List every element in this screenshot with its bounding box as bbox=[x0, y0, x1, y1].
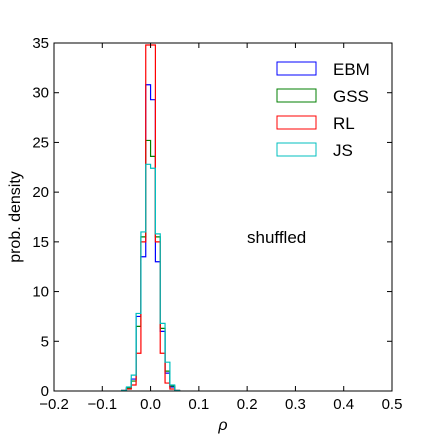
y-tick-label: 35 bbox=[32, 35, 49, 52]
x-axis-label: ρ bbox=[217, 417, 227, 434]
y-tick-label: 20 bbox=[32, 184, 49, 201]
x-tick-label: −0.2 bbox=[39, 396, 69, 413]
legend-label: RL bbox=[333, 114, 355, 133]
legend-swatch bbox=[276, 142, 317, 157]
legend-label: GSS bbox=[333, 87, 369, 106]
y-tick-label: 10 bbox=[32, 284, 49, 301]
series-ebm-step-line bbox=[121, 84, 181, 391]
x-tick-label: 0.5 bbox=[382, 396, 403, 413]
legend-swatch bbox=[276, 61, 317, 76]
annotation-shuffled: shuffled bbox=[247, 228, 306, 247]
series-js-step-line bbox=[121, 163, 181, 391]
x-tick-label: 0.3 bbox=[285, 396, 306, 413]
y-axis-label: prob. density bbox=[7, 171, 24, 263]
legend-item-ebm: EBM bbox=[276, 60, 370, 79]
y-tick-label: 25 bbox=[32, 134, 49, 151]
legend-swatch bbox=[276, 88, 317, 103]
series-gss-step-line bbox=[121, 139, 181, 391]
legend-swatch bbox=[276, 115, 317, 130]
legend-label: EBM bbox=[333, 60, 370, 79]
y-tick-label: 15 bbox=[32, 234, 49, 251]
x-tick-label: 0.0 bbox=[140, 396, 161, 413]
legend-label: JS bbox=[333, 141, 353, 160]
legend-item-rl: RL bbox=[276, 114, 355, 133]
series-layer bbox=[121, 44, 181, 391]
x-tick-label: 0.2 bbox=[237, 396, 258, 413]
ticks-layer: −0.2 −0.1 0.0 0.1 0.2 0.3 0.4 0.5 0 5 10 15 20 25 30 35 bbox=[32, 35, 402, 413]
x-tick-label: −0.1 bbox=[87, 396, 117, 413]
legend-item-gss: GSS bbox=[276, 87, 369, 106]
y-tick-label: 0 bbox=[41, 383, 49, 400]
y-tick-label: 30 bbox=[32, 85, 49, 102]
x-tick-label: 0.1 bbox=[188, 396, 209, 413]
plot-frame bbox=[53, 42, 393, 392]
y-tick-label: 5 bbox=[41, 333, 49, 350]
legend-item-js: JS bbox=[276, 141, 353, 160]
x-tick-label: 0.4 bbox=[333, 396, 354, 413]
legend: EBM GSS RL JS bbox=[276, 60, 370, 160]
